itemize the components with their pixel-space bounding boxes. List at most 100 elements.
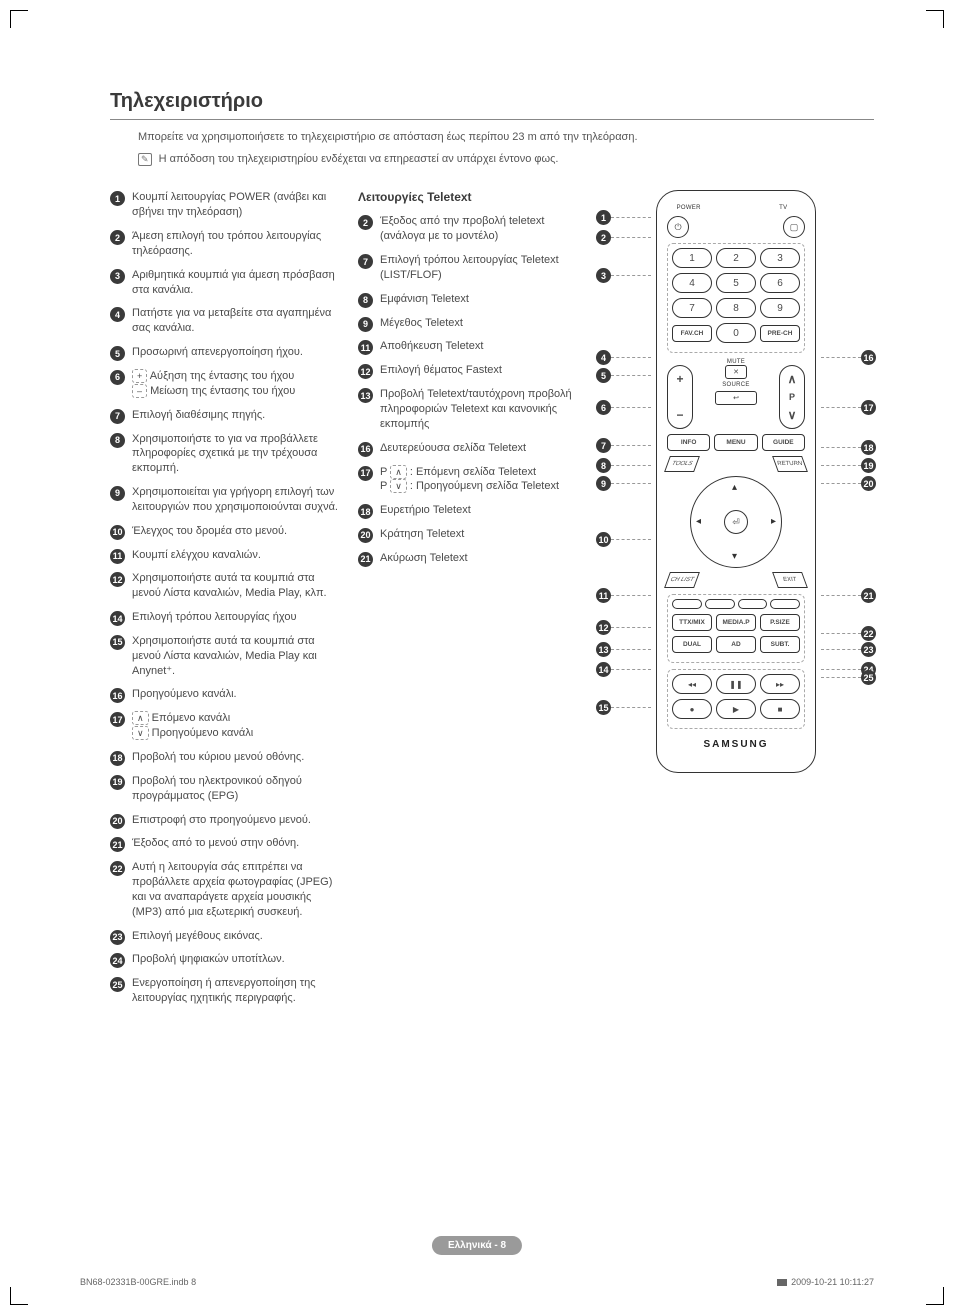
bullet-9: 9 <box>110 486 125 501</box>
yellow-button[interactable] <box>738 599 768 609</box>
list-item: 18Ευρετήριο Teletext <box>358 503 578 518</box>
dpad-down-icon: ▾ <box>732 551 737 562</box>
num-9[interactable]: 9 <box>760 298 800 318</box>
green-button[interactable] <box>705 599 735 609</box>
prech-button[interactable]: PRE-CH <box>760 325 800 342</box>
guide-button[interactable]: GUIDE <box>762 434 805 451</box>
title-rule <box>110 119 874 120</box>
list-item: 10Έλεγχος του δρομέα στο μενού. <box>110 524 340 539</box>
num-1[interactable]: 1 <box>672 248 712 268</box>
numpad-group: 123 456 789 FAV.CH0PRE-CH <box>667 243 805 353</box>
vol-down-icon: − <box>676 408 683 422</box>
ttx-button[interactable]: TTX/MIX <box>672 614 712 631</box>
num-2[interactable]: 2 <box>716 248 756 268</box>
dual-button[interactable]: DUAL <box>672 636 712 653</box>
footer-filename: BN68-02331B-00GRE.indb 8 <box>80 1277 196 1287</box>
callout-23: 23 <box>861 642 876 657</box>
tv-button[interactable]: ▢ <box>783 216 805 238</box>
bullet-10: 10 <box>110 525 125 540</box>
exit-button[interactable]: EXIT <box>772 572 808 588</box>
list-item: 23Επιλογή μεγέθους εικόνας. <box>110 929 340 944</box>
callout-16: 16 <box>861 350 876 365</box>
callout-1: 1 <box>596 210 611 225</box>
bullet-18: 18 <box>110 751 125 766</box>
list-item: 13Προβολή Teletext/ταυτόχρονη προβολή πλ… <box>358 387 578 432</box>
bullet-9: 9 <box>358 317 373 332</box>
bullet-21: 21 <box>110 837 125 852</box>
dpad[interactable]: ▴ ▾ ◂ ▸ ⏎ <box>690 476 782 568</box>
num-4[interactable]: 4 <box>672 273 712 293</box>
power-button[interactable]: ⏻ <box>667 216 689 238</box>
info-button[interactable]: INFO <box>667 434 710 451</box>
volume-rocker[interactable]: + − <box>667 365 693 429</box>
callout-7: 7 <box>596 438 611 453</box>
bullet-24: 24 <box>110 953 125 968</box>
bullet-7: 7 <box>358 254 373 269</box>
ad-button[interactable]: AD <box>716 636 756 653</box>
num-8[interactable]: 8 <box>716 298 756 318</box>
chlist-button[interactable]: CH LIST <box>664 572 700 588</box>
num-5[interactable]: 5 <box>716 273 756 293</box>
callout-2: 2 <box>596 230 611 245</box>
channel-rocker[interactable]: ∧ P ∨ <box>779 365 805 429</box>
num-6[interactable]: 6 <box>760 273 800 293</box>
num-3[interactable]: 3 <box>760 248 800 268</box>
dpad-left-icon: ◂ <box>696 516 701 527</box>
source-button[interactable]: ↩ <box>715 391 757 405</box>
list-item: 17∧ Επόμενο κανάλι∨ Προηγούμενο κανάλι <box>110 711 340 741</box>
bullet-8: 8 <box>358 293 373 308</box>
list-item: 7Επιλογή διαθέσιμης πηγής. <box>110 408 340 423</box>
page-footer-pill: Ελληνικά - 8 <box>432 1236 522 1255</box>
num-7[interactable]: 7 <box>672 298 712 318</box>
bullet-23: 23 <box>110 930 125 945</box>
psize-button[interactable]: P.SIZE <box>760 614 800 631</box>
bullet-11: 11 <box>110 549 125 564</box>
list-item: 2Έξοδος από την προβολή teletext (ανάλογ… <box>358 214 578 244</box>
subt-button[interactable]: SUBT. <box>760 636 800 653</box>
callout-25: 25 <box>861 670 876 685</box>
list-item: 9Μέγεθος Teletext <box>358 316 578 331</box>
bullet-2: 2 <box>358 215 373 230</box>
list-item: 2Άμεση επιλογή του τρόπου λειτουργίας τη… <box>110 229 340 259</box>
rewind-button[interactable]: ◂◂ <box>672 674 712 694</box>
stop-button[interactable]: ■ <box>760 699 800 719</box>
source-label: SOURCE <box>722 382 749 388</box>
blue-button[interactable] <box>770 599 800 609</box>
mediap-button[interactable]: MEDIA.P <box>716 614 756 631</box>
list-item: 12Χρησιμοποιήστε αυτά τα κουμπιά στα μεν… <box>110 571 340 601</box>
list-item: 19Προβολή του ηλεκτρονικού οδηγού προγρά… <box>110 774 340 804</box>
bullet-3: 3 <box>110 269 125 284</box>
feature-list-left: 1Κουμπί λειτουργίας POWER (ανάβει και σβ… <box>110 190 340 1006</box>
red-button[interactable] <box>672 599 702 609</box>
teletext-heading: Λειτουργίες Teletext <box>358 190 578 204</box>
bullet-6: 6 <box>110 370 125 385</box>
bullet-13: 13 <box>358 388 373 403</box>
callout-17: 17 <box>861 400 876 415</box>
callout-20: 20 <box>861 476 876 491</box>
mute-button[interactable]: ✕ <box>725 365 747 379</box>
num-0[interactable]: 0 <box>716 323 756 343</box>
ffwd-button[interactable]: ▸▸ <box>760 674 800 694</box>
list-item: 11Κουμπί ελέγχου καναλιών. <box>110 548 340 563</box>
note-text: ✎ Η απόδοση του τηλεχειριστηρίου ενδέχετ… <box>138 153 874 166</box>
record-button[interactable]: ● <box>672 699 712 719</box>
list-item: 15Χρησιμοποιήστε αυτά τα κουμπιά στα μεν… <box>110 634 340 679</box>
callout-19: 19 <box>861 458 876 473</box>
ch-down-icon: ∨ <box>788 408 797 422</box>
menu-button[interactable]: MENU <box>714 434 757 451</box>
bullet-11: 11 <box>358 340 373 355</box>
bullet-17: 17 <box>110 712 125 727</box>
return-button[interactable]: RETURN <box>772 456 808 472</box>
callout-11: 11 <box>596 588 611 603</box>
note-body: Η απόδοση του τηλεχειριστηρίου ενδέχεται… <box>159 153 559 165</box>
bullet-15: 15 <box>110 635 125 650</box>
tools-button[interactable]: TOOLS <box>664 456 700 472</box>
bullet-25: 25 <box>110 977 125 992</box>
list-item: 1Κουμπί λειτουργίας POWER (ανάβει και σβ… <box>110 190 340 220</box>
favch-button[interactable]: FAV.CH <box>672 325 712 342</box>
play-button[interactable]: ▶ <box>716 699 756 719</box>
list-item: 14Επιλογή τρόπου λειτουργίας ήχου <box>110 610 340 625</box>
list-item: 22Αυτή η λειτουργία σάς επιτρέπει να προ… <box>110 860 340 919</box>
list-item: 24Προβολή ψηφιακών υποτίτλων. <box>110 952 340 967</box>
pause-button[interactable]: ❚❚ <box>716 674 756 694</box>
